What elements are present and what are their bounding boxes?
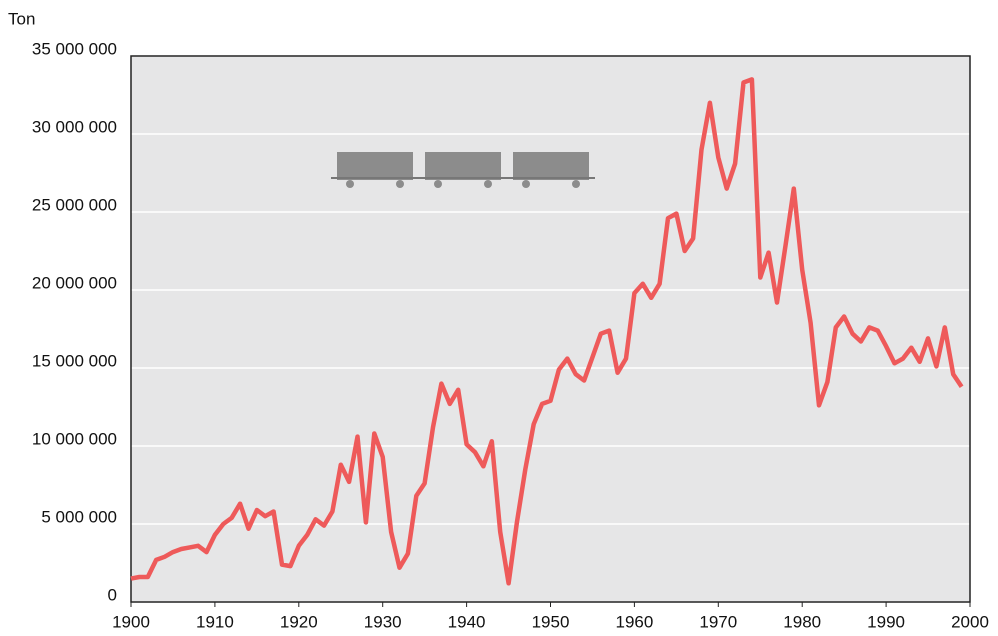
chart: Ton 0 5 000 000 10 000 000 15 000 000 20 000… <box>0 0 998 636</box>
wagon <box>513 152 589 180</box>
y-tick-label: 0 <box>108 585 117 604</box>
plot-area <box>131 56 970 602</box>
x-tick-label: 1960 <box>615 612 653 631</box>
y-tick-label: 15 000 000 <box>32 351 117 370</box>
x-tick-label: 1980 <box>783 612 821 631</box>
wheel <box>346 180 354 188</box>
y-tick-label: 20 000 000 <box>32 273 117 292</box>
wheel <box>434 180 442 188</box>
y-tick-label: 25 000 000 <box>32 195 117 214</box>
y-tick-label: 35 000 000 <box>32 39 117 58</box>
x-tick-label: 1930 <box>364 612 402 631</box>
wagon <box>425 152 501 180</box>
wagon <box>337 152 413 180</box>
y-tick-label: 5 000 000 <box>41 507 117 526</box>
y-tick-label: 10 000 000 <box>32 429 117 448</box>
x-tick-label: 1950 <box>532 612 570 631</box>
x-tick-label: 1990 <box>867 612 905 631</box>
x-tick-label: 1970 <box>699 612 737 631</box>
wheel <box>572 180 580 188</box>
x-tick-label: 1900 <box>112 612 150 631</box>
y-tick-label: 30 000 000 <box>32 117 117 136</box>
x-tick-label: 1920 <box>280 612 318 631</box>
wheel <box>484 180 492 188</box>
x-tick-label: 2000 <box>951 612 989 631</box>
wheel <box>522 180 530 188</box>
x-tick-label: 1910 <box>196 612 234 631</box>
x-tick-label: 1940 <box>448 612 486 631</box>
y-axis-label: Ton <box>8 9 35 28</box>
wheel <box>396 180 404 188</box>
